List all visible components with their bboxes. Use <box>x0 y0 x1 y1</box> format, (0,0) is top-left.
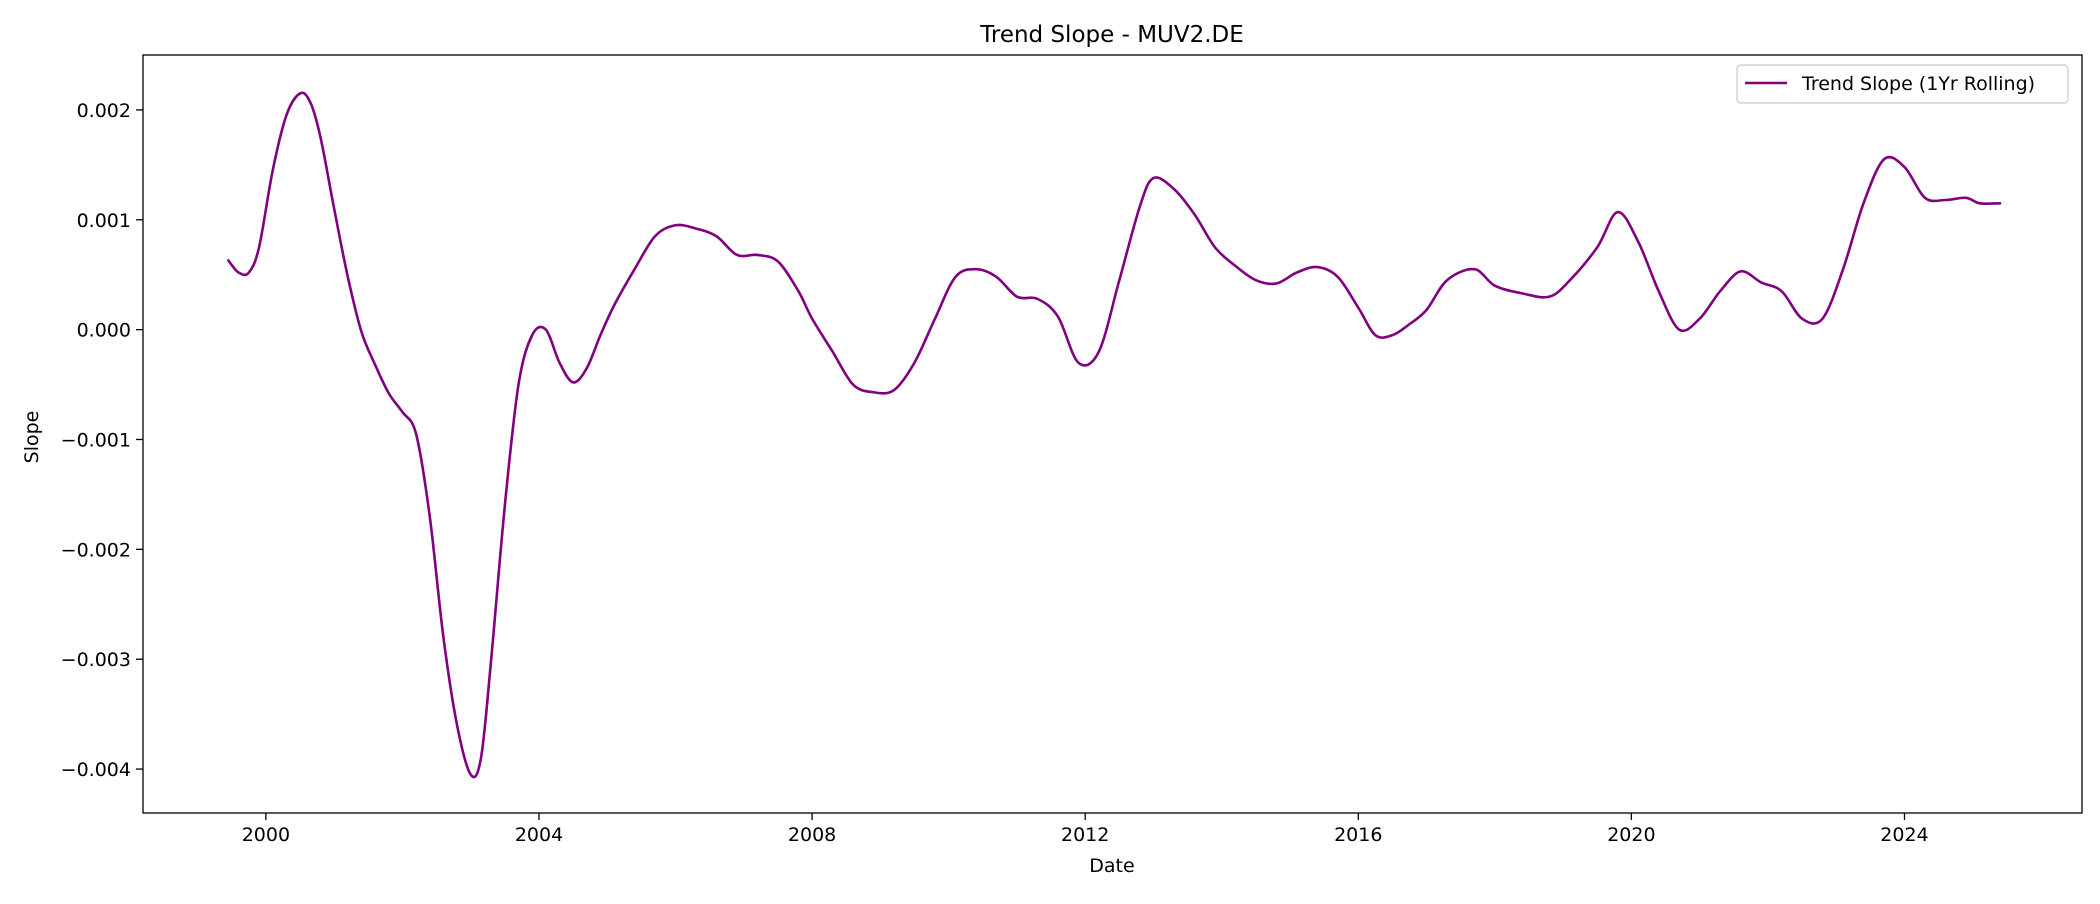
plot-frame <box>142 54 2083 814</box>
x-tick-label: 2024 <box>1880 824 1928 846</box>
chart-title: Trend Slope - MUV2.DE <box>979 22 1244 48</box>
y-tick-label: 0.002 <box>77 100 131 122</box>
y-tick-label: 0.000 <box>77 320 131 342</box>
x-tick-label: 2008 <box>788 824 836 846</box>
x-tick-label: 2004 <box>515 824 563 846</box>
x-axis-label: Date <box>1089 855 1134 877</box>
x-tick-label: 2012 <box>1061 824 1109 846</box>
plot-area: 2000 2004 2008 2012 2016 2020 2024 0.002 0.001 0.… <box>61 54 2083 846</box>
x-tick-label: 2020 <box>1607 824 1655 846</box>
y-tick-label: −0.003 <box>61 649 131 671</box>
y-tick-label: 0.001 <box>77 210 131 232</box>
y-tick-label: −0.004 <box>61 759 131 781</box>
legend: Trend Slope (1Yr Rolling) <box>1736 64 2069 104</box>
y-tick-label: −0.002 <box>61 539 131 561</box>
y-tick-label: −0.001 <box>61 429 131 451</box>
legend-label: Trend Slope (1Yr Rolling) <box>1801 73 2035 95</box>
y-axis-label: Slope <box>21 411 43 464</box>
x-tick-label: 2000 <box>242 824 290 846</box>
x-tick-label: 2016 <box>1334 824 1382 846</box>
series-line-0 <box>227 91 2002 779</box>
legend-box <box>1736 64 2069 104</box>
